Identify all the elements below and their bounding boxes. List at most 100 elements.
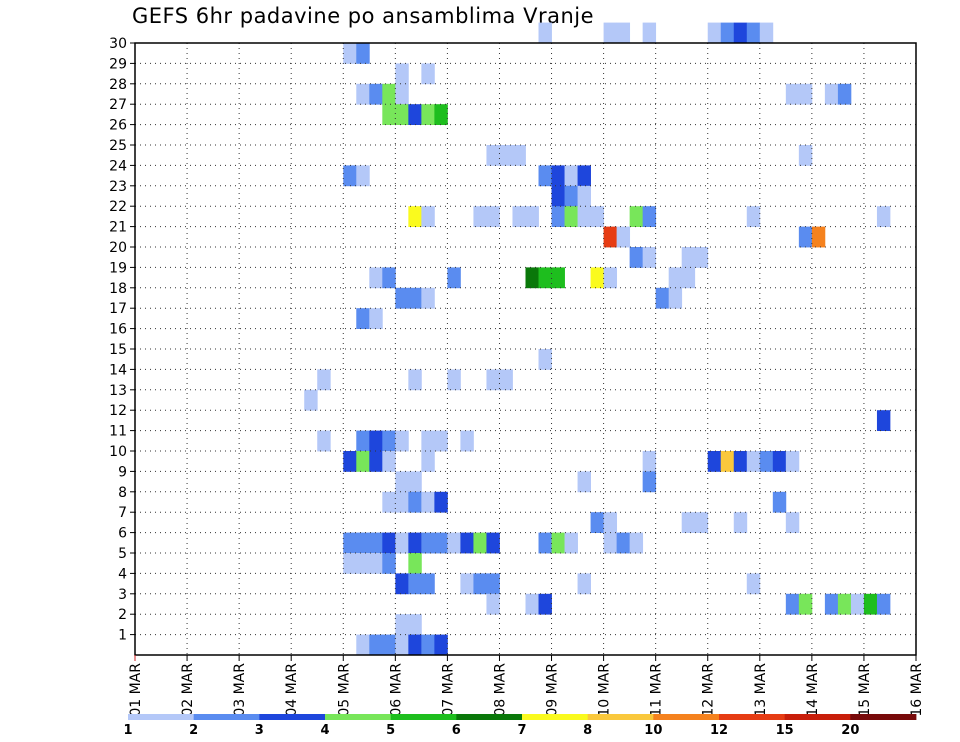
chart-title: GEFS 6hr padavine po ansamblima Vranje [132, 4, 595, 28]
precip-cell [395, 287, 409, 309]
precip-cell [408, 614, 422, 635]
precip-cell [356, 553, 370, 574]
legend-swatch [128, 714, 195, 720]
precip-cell [382, 83, 396, 105]
precip-cell [733, 451, 748, 472]
y-tick-label: 25 [109, 138, 127, 154]
precip-cell [408, 491, 422, 513]
precip-cell [785, 451, 800, 472]
precip-cell [369, 634, 383, 656]
precip-cell [616, 22, 631, 44]
legend-swatch [784, 714, 851, 720]
precip-cell [616, 532, 631, 554]
precip-cell [395, 471, 409, 493]
precip-cell [603, 22, 618, 44]
precip-cell [395, 634, 409, 656]
precip-cell [369, 553, 383, 574]
precip-cell [486, 593, 500, 615]
x-tick-label: 07 MAR [440, 663, 456, 717]
precip-cell [824, 83, 839, 105]
y-tick-label: 1 [118, 628, 127, 644]
precip-cell [681, 247, 696, 268]
x-tick-label: 02 MAR [180, 663, 196, 717]
precip-cell [343, 165, 357, 187]
precip-cell [772, 491, 787, 513]
x-tick-label: 14 MAR [805, 663, 821, 717]
precip-cell [395, 63, 409, 85]
precip-cell [408, 206, 422, 227]
precip-cell [720, 451, 735, 472]
precip-cell [395, 532, 409, 554]
precip-cell [382, 491, 396, 513]
precip-cell [876, 206, 891, 227]
precip-cell [473, 532, 487, 554]
precip-cell [616, 226, 631, 248]
precip-cell [421, 63, 435, 85]
precip-cell [590, 206, 604, 227]
legend-label: 15 [776, 723, 794, 738]
precip-cell [590, 512, 604, 533]
precip-cell [434, 532, 448, 554]
precip-cell [746, 206, 761, 227]
precip-cell [538, 593, 552, 615]
legend-label: 8 [583, 723, 592, 738]
precip-cell [421, 634, 435, 656]
precip-cell [876, 593, 891, 615]
y-tick-label: 8 [118, 485, 127, 501]
precip-cell [460, 573, 474, 595]
precip-cell [538, 349, 552, 370]
precip-cell [369, 532, 383, 554]
precip-cell [668, 287, 683, 309]
precip-cell [382, 267, 396, 289]
legend-swatch [850, 714, 917, 720]
y-tick-label: 18 [109, 281, 127, 297]
precip-cell [317, 369, 331, 391]
precip-cell [421, 573, 435, 595]
precip-cell [577, 185, 591, 207]
legend-label: 1 [123, 723, 132, 738]
precip-cell [564, 206, 578, 227]
precip-cell [538, 532, 552, 554]
precip-cell [421, 532, 435, 554]
y-tick-label: 5 [118, 546, 127, 562]
legend-swatch [719, 714, 786, 720]
precip-cell [369, 267, 383, 289]
x-tick-label: 04 MAR [284, 663, 300, 717]
precip-cell [382, 451, 396, 472]
precip-cell [447, 267, 461, 289]
precip-cell [421, 451, 435, 472]
precip-cell [642, 247, 657, 268]
precip-cell [746, 22, 761, 44]
precip-cell [603, 512, 618, 533]
precip-cell [343, 43, 357, 64]
y-tick-label: 19 [109, 260, 127, 276]
precip-cell [707, 451, 722, 472]
precip-cell [395, 614, 409, 635]
precip-cell [486, 369, 500, 391]
precip-cell [694, 247, 709, 268]
precip-cell [655, 287, 670, 309]
legend-label: 5 [386, 723, 395, 738]
precip-cell [512, 145, 526, 166]
y-tick-label: 6 [118, 526, 127, 542]
precip-cell [577, 165, 591, 187]
precip-cell [317, 430, 331, 452]
precip-cell [499, 145, 513, 166]
x-tick-label: 08 MAR [492, 663, 508, 717]
precip-cell [486, 145, 500, 166]
precip-cell [876, 410, 891, 431]
precip-cell [460, 532, 474, 554]
precip-cell [434, 491, 448, 513]
precip-cell [538, 267, 552, 289]
precip-cell [486, 532, 500, 554]
precip-cell [356, 532, 370, 554]
y-tick-label: 11 [109, 424, 127, 440]
y-tick-label: 14 [109, 362, 127, 378]
precip-cell [629, 532, 644, 554]
precip-cell [512, 206, 526, 227]
precip-cell [434, 634, 448, 656]
precip-cell [408, 532, 422, 554]
precip-cell [447, 532, 461, 554]
precip-cell [668, 267, 683, 289]
